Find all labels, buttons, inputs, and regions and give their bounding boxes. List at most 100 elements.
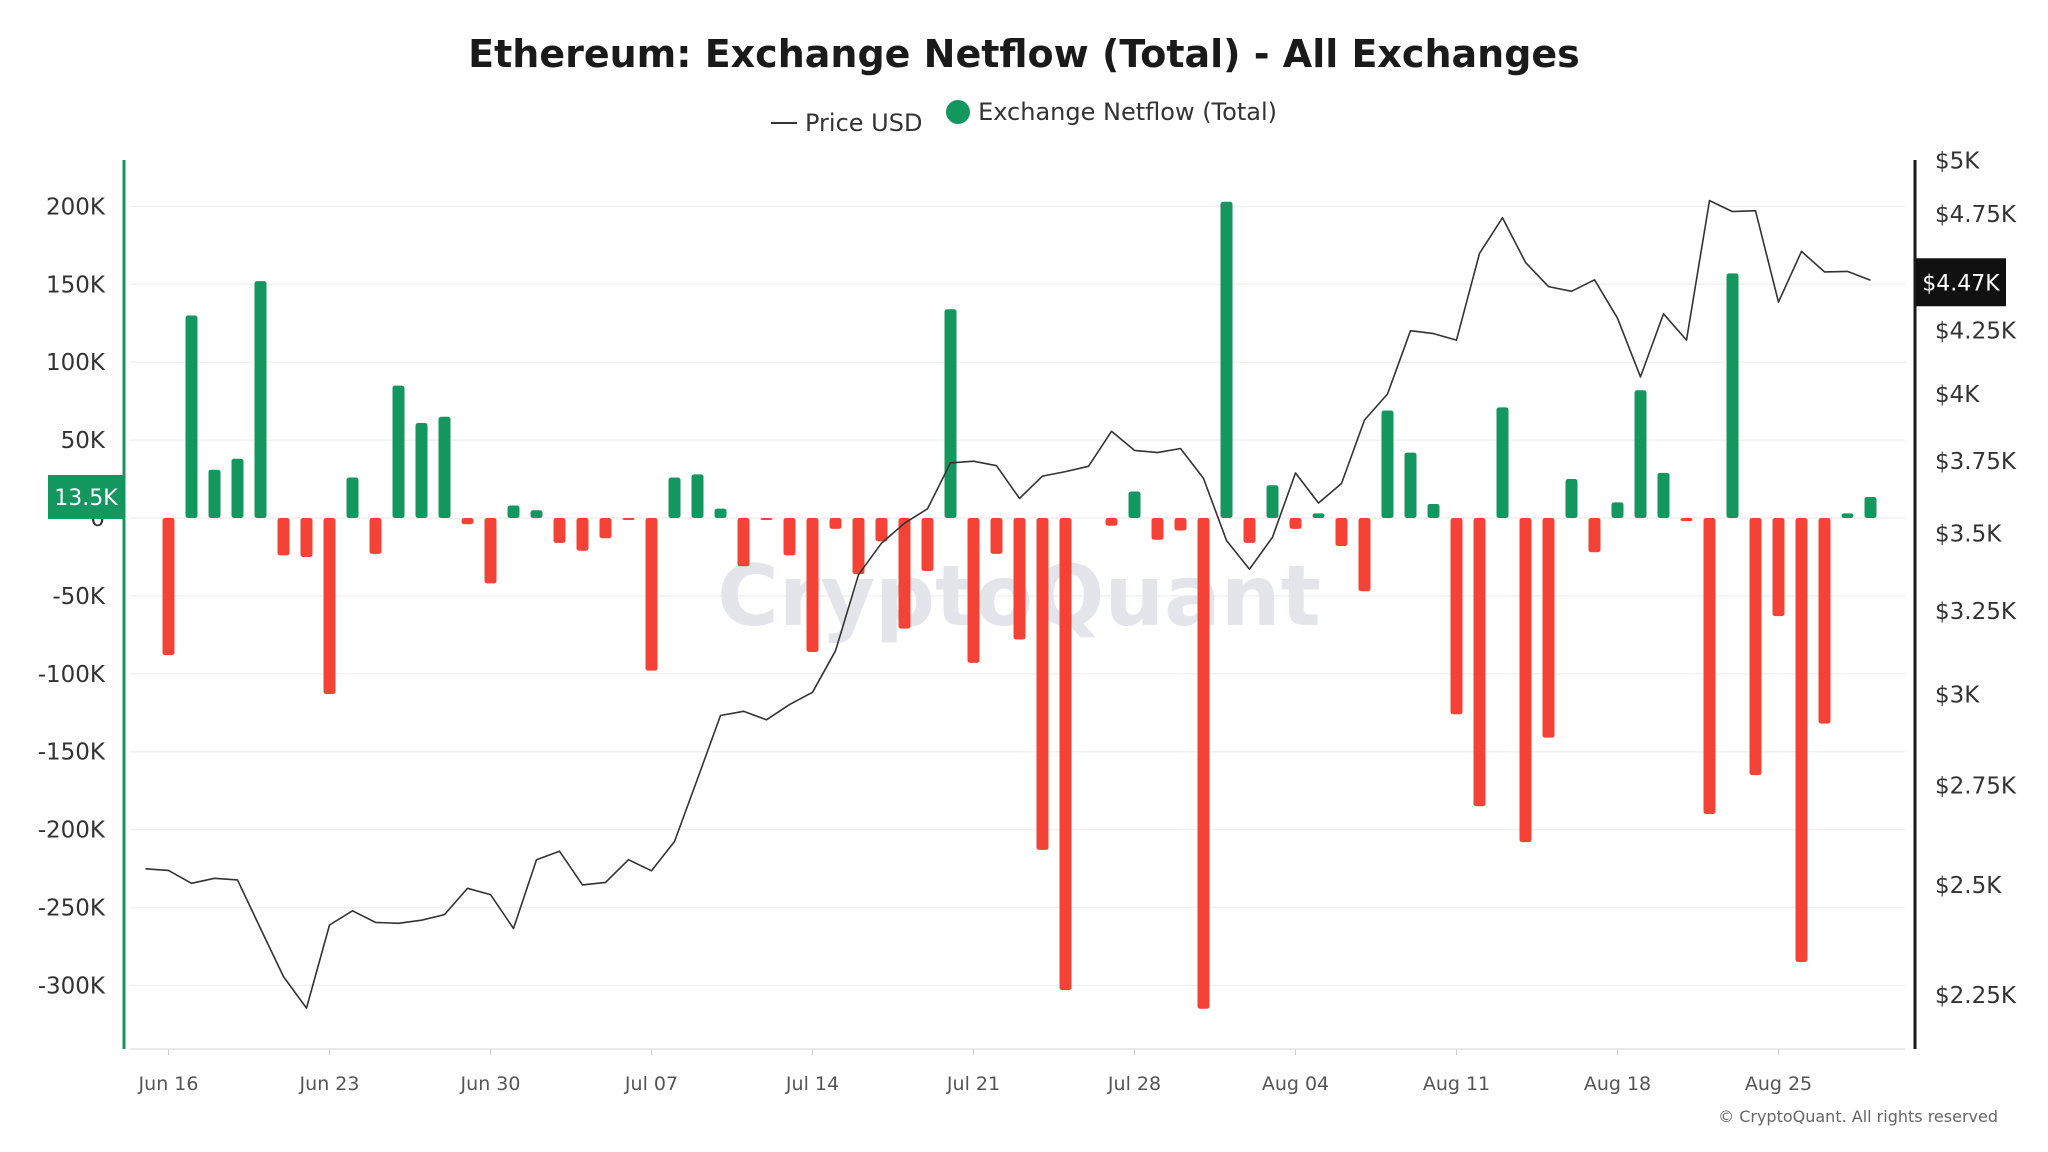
right-axis-tick-label: $3.5K bbox=[1935, 521, 2002, 547]
netflow-bar bbox=[760, 518, 773, 520]
netflow-bar bbox=[507, 505, 520, 518]
netflow-bar bbox=[484, 518, 497, 584]
netflow-bar bbox=[944, 309, 957, 518]
x-axis-tick-label: Jul 07 bbox=[624, 1073, 678, 1095]
right-axis-tick-label: $2.75K bbox=[1935, 773, 2017, 799]
current-netflow-label: 13.5K bbox=[54, 486, 118, 511]
netflow-bar bbox=[829, 518, 842, 529]
netflow-bar bbox=[1036, 518, 1049, 850]
x-axis-tick-label: Jun 23 bbox=[299, 1073, 360, 1095]
netflow-bar bbox=[622, 518, 635, 520]
netflow-bar bbox=[852, 518, 865, 575]
netflow-bar bbox=[1496, 407, 1509, 518]
x-axis-tick-label: Aug 25 bbox=[1745, 1073, 1812, 1095]
netflow-bar bbox=[1404, 452, 1417, 518]
left-axis-tick-label: -50K bbox=[52, 584, 106, 610]
netflow-bar bbox=[1841, 513, 1854, 518]
netflow-bar bbox=[875, 518, 888, 542]
netflow-bar bbox=[783, 518, 796, 556]
netflow-bar bbox=[1749, 518, 1762, 776]
netflow-bar bbox=[737, 518, 750, 567]
netflow-bar bbox=[438, 416, 451, 518]
left-axis-tick-label: 50K bbox=[61, 428, 106, 454]
right-axis-tick-label: $3.25K bbox=[1935, 599, 2017, 625]
right-axis-tick-label: $2.5K bbox=[1935, 873, 2002, 899]
chart-title: Ethereum: Exchange Netflow (Total) - All… bbox=[468, 32, 1580, 76]
netflow-bar bbox=[599, 518, 612, 539]
netflow-bar bbox=[1105, 518, 1118, 526]
current-price-label: $4.47K bbox=[1922, 271, 2000, 296]
netflow-bar bbox=[1197, 518, 1210, 1009]
netflow-bar bbox=[576, 518, 589, 551]
netflow-bar bbox=[1588, 518, 1601, 553]
legend-item-netflow[interactable]: Exchange Netflow (Total) bbox=[946, 98, 1277, 126]
netflow-bar bbox=[1703, 518, 1716, 815]
netflow-bar bbox=[806, 518, 819, 652]
line-swatch-icon bbox=[771, 122, 797, 124]
right-axis-tick-label: $3K bbox=[1935, 682, 1980, 708]
netflow-bar bbox=[530, 510, 543, 518]
netflow-bar bbox=[1634, 390, 1647, 518]
netflow-bar bbox=[277, 518, 290, 556]
dot-swatch-icon bbox=[946, 100, 971, 124]
netflow-bar bbox=[162, 518, 175, 656]
left-axis-tick-label: -150K bbox=[38, 740, 106, 766]
x-axis-tick-label: Jun 30 bbox=[460, 1073, 521, 1095]
current-netflow-badge bbox=[48, 474, 124, 519]
x-axis-tick-label: Aug 04 bbox=[1262, 1073, 1329, 1095]
legend-item-price[interactable]: Price USD bbox=[771, 109, 922, 137]
netflow-bar bbox=[898, 518, 911, 629]
right-axis-tick-label: $4.75K bbox=[1935, 202, 2017, 228]
right-axis-tick-label: $3.75K bbox=[1935, 449, 2017, 475]
legend: Price USD Exchange Netflow (Total) bbox=[0, 98, 2048, 137]
current-price-badge bbox=[1916, 258, 2006, 307]
netflow-bar bbox=[208, 469, 221, 518]
netflow-bar bbox=[392, 385, 405, 518]
netflow-bar bbox=[1542, 518, 1555, 738]
netflow-bar bbox=[990, 518, 1003, 554]
netflow-bar bbox=[1151, 518, 1164, 540]
netflow-bar bbox=[1864, 496, 1877, 518]
netflow-bar bbox=[1266, 485, 1279, 518]
right-axis-tick-label: $4.25K bbox=[1935, 318, 2017, 344]
left-axis-tick-label: -250K bbox=[38, 896, 106, 922]
x-axis-tick-label: Jul 28 bbox=[1107, 1073, 1161, 1095]
left-axis-tick-label: 200K bbox=[46, 194, 106, 220]
netflow-bar bbox=[1726, 273, 1739, 518]
netflow-bar bbox=[967, 518, 980, 663]
netflow-bar bbox=[1128, 491, 1141, 518]
netflow-bar bbox=[1473, 518, 1486, 807]
netflow-bar bbox=[1565, 479, 1578, 518]
x-axis-tick-label: Aug 18 bbox=[1584, 1073, 1651, 1095]
x-axis-tick-label: Jul 21 bbox=[946, 1073, 1000, 1095]
netflow-bar bbox=[553, 518, 566, 543]
netflow-bar bbox=[1450, 518, 1463, 715]
netflow-bar bbox=[346, 477, 359, 518]
netflow-bar bbox=[369, 518, 382, 554]
right-axis-tick-label: $2.25K bbox=[1935, 983, 2017, 1009]
left-axis-tick-label: -300K bbox=[38, 973, 106, 999]
netflow-bar bbox=[231, 458, 244, 518]
left-axis-tick-label: 150K bbox=[46, 272, 106, 298]
netflow-bar bbox=[185, 315, 198, 518]
netflow-bar bbox=[1680, 518, 1693, 522]
netflow-bar bbox=[1243, 518, 1256, 543]
left-axis-tick-label: -100K bbox=[38, 662, 106, 688]
gridlines bbox=[130, 205, 1905, 987]
netflow-bar bbox=[645, 518, 658, 671]
axes: 200K150K100K50K0-50K-100K-150K-200K-250K… bbox=[38, 149, 2017, 1095]
right-axis-tick-label: $4K bbox=[1935, 382, 1980, 408]
x-axis-tick-label: Jul 14 bbox=[785, 1073, 839, 1095]
netflow-bar bbox=[1611, 502, 1624, 518]
netflow-bar bbox=[691, 474, 704, 518]
price-line-group bbox=[145, 199, 1871, 1009]
right-axis-tick-label: $5K bbox=[1935, 149, 1980, 175]
netflow-bar bbox=[254, 281, 267, 518]
copyright-footer: © CryptoQuant. All rights reserved bbox=[1718, 1107, 1998, 1126]
legend-netflow-label: Exchange Netflow (Total) bbox=[978, 98, 1277, 126]
netflow-bar bbox=[1220, 201, 1233, 518]
netflow-bar bbox=[1381, 410, 1394, 518]
netflow-bar bbox=[1059, 518, 1072, 991]
netflow-bar bbox=[1427, 503, 1440, 518]
